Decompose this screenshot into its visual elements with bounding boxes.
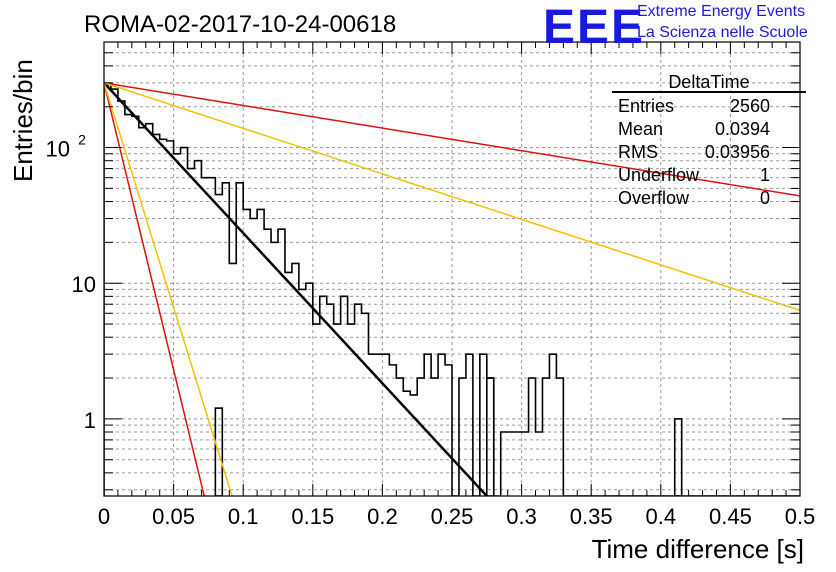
stats-value: 2560 [730,96,770,116]
stats-title: DeltaTime [668,72,749,92]
x-tick-label: 0.45 [709,504,752,529]
fit-line [104,82,800,312]
stats-label: Overflow [618,188,690,208]
stats-value: 0.03956 [705,142,770,162]
x-tick-label: 0.1 [228,504,259,529]
stats-value: 1 [760,165,770,185]
x-tick-label: 0.25 [431,504,474,529]
y-tick-label-exponent: 2 [78,132,86,148]
fit-line [104,81,488,496]
x-axis-label: Time difference [s] [591,534,804,564]
histogram-bin [673,418,683,496]
fit-line [104,82,233,496]
stats-label: Entries [618,96,674,116]
y-tick-label: 1 [84,408,96,433]
stats-label: Mean [618,119,663,139]
logo-line-1: Extreme Energy Events [637,3,806,20]
x-tick-label: 0.3 [506,504,537,529]
x-tick-label: 0.2 [367,504,398,529]
x-tick-label: 0.35 [570,504,613,529]
fit-line [104,82,205,496]
stats-value: 0 [760,188,770,208]
x-tick-label: 0.15 [291,504,334,529]
histogram-outline [104,84,800,496]
logo-line-2: La Scienza nelle Scuole [637,24,808,41]
fit-line [104,82,800,197]
stats-value: 0.0394 [715,119,770,139]
histogram-bin [485,377,495,496]
chart-title: ROMA-02-2017-10-24-00618 [84,11,397,38]
y-axis-label: Entries/bin [8,59,38,182]
x-tick-label: 0.5 [785,504,816,529]
stats-label: RMS [618,142,658,162]
stats-label: Underflow [618,165,700,185]
eee-logo: EEE [543,1,646,54]
x-tick-label: 0.4 [646,504,677,529]
y-tick-label: 10 [46,137,70,162]
x-tick-label: 0.05 [152,504,195,529]
y-tick-label: 10 [72,272,96,297]
x-tick-label: 0 [98,504,110,529]
